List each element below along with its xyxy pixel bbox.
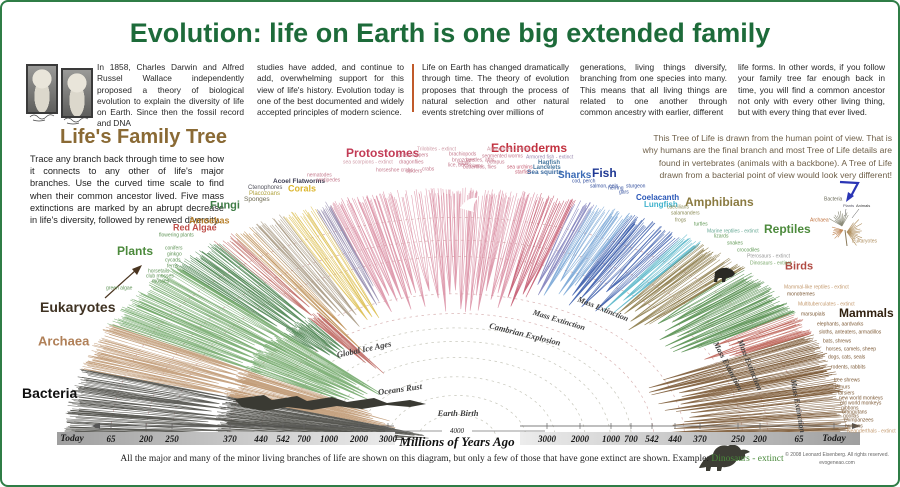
signatures bbox=[29, 114, 89, 125]
tick-200: 200 bbox=[139, 434, 153, 444]
band-fish bbox=[568, 214, 680, 312]
tick-542: 542 bbox=[276, 434, 290, 444]
family-tree-heading: Life's Family Tree bbox=[60, 126, 228, 148]
wallace-portrait bbox=[61, 68, 93, 118]
bacterial-view-inset bbox=[828, 180, 863, 247]
tick-700: 700 bbox=[297, 434, 311, 444]
tick-65: 65 bbox=[106, 434, 116, 444]
band-protostomes bbox=[330, 187, 539, 313]
bird-silhouette bbox=[460, 197, 478, 212]
tick-today: Today bbox=[60, 434, 84, 444]
band-coelacanth-and-lungfish bbox=[603, 234, 701, 313]
band-acoel-flatworms bbox=[316, 201, 380, 306]
footer-caption: All the major and many of the minor livi… bbox=[2, 454, 898, 464]
copyright-line-1: © 2008 Leonard Eisenberg. All rights res… bbox=[785, 452, 889, 458]
column-divider bbox=[412, 64, 414, 112]
band-sharks bbox=[543, 205, 632, 296]
band-amoebas bbox=[235, 227, 364, 352]
band-echinoderms bbox=[507, 193, 576, 307]
dinosaur-icon bbox=[699, 444, 750, 471]
band-corals bbox=[283, 206, 380, 321]
mammal-silhouette bbox=[714, 267, 735, 282]
tick-1000: 1000 bbox=[602, 434, 620, 444]
tick-today: Today bbox=[822, 434, 846, 444]
band-reptiles bbox=[657, 269, 796, 353]
tick-65: 65 bbox=[794, 434, 804, 444]
tick-1000: 1000 bbox=[320, 434, 338, 444]
tick-2000: 2000 bbox=[571, 434, 589, 444]
band-birds bbox=[704, 313, 812, 360]
tick-440: 440 bbox=[668, 434, 682, 444]
human-viewpoint-note: This Tree of Life is drawn from the huma… bbox=[642, 133, 892, 181]
dinosaurs-extinct-example: Dinosaurs - extinct bbox=[711, 454, 784, 464]
copyright-line-2: evogeneao.com bbox=[819, 459, 855, 466]
band-plants bbox=[107, 264, 381, 401]
intro-column-4: generations, living things diversify, br… bbox=[580, 62, 727, 117]
intro-column-1: In 1858, Charles Darwin and Alfred Russe… bbox=[97, 62, 244, 129]
tick-250: 250 bbox=[165, 434, 179, 444]
eukaryotes-arrow bbox=[104, 265, 142, 299]
timescale-bar-right bbox=[520, 432, 860, 445]
band-sponges bbox=[251, 214, 360, 327]
intro-column-2: studies have added, and continue to add,… bbox=[257, 62, 404, 117]
tick-700: 700 bbox=[624, 434, 638, 444]
band-red-algae bbox=[213, 233, 384, 374]
tick-3000: 3000 bbox=[538, 434, 556, 444]
tick-2000: 2000 bbox=[350, 434, 368, 444]
tick-250: 250 bbox=[731, 434, 745, 444]
timescale-lines bbox=[91, 423, 861, 432]
band-mammals bbox=[648, 334, 851, 438]
tick-542: 542 bbox=[645, 434, 659, 444]
poster-title: Evolution: life on Earth is one big exte… bbox=[129, 18, 771, 48]
tick-370: 370 bbox=[693, 434, 707, 444]
taxon-bands bbox=[64, 187, 851, 441]
tick-3000: 3000 bbox=[379, 434, 397, 444]
band-fungi bbox=[174, 243, 345, 360]
band-sea-squirts bbox=[537, 200, 595, 296]
bacteria-spike bbox=[234, 395, 426, 411]
tick-370: 370 bbox=[223, 434, 237, 444]
family-tree-description: Trace any branch back through time to se… bbox=[30, 154, 224, 226]
copyright: © 2008 Leonard Eisenberg. All rights res… bbox=[777, 452, 897, 467]
tick-440: 440 bbox=[254, 434, 268, 444]
tick-200: 200 bbox=[753, 434, 767, 444]
darwin-portrait bbox=[26, 64, 58, 114]
timescale-title: Millions of Years Ago bbox=[399, 434, 515, 449]
intro-column-5: life forms. In other words, if you follo… bbox=[738, 62, 885, 117]
footer-caption-text: All the major and many of the minor livi… bbox=[120, 454, 712, 464]
timescale-bar-left bbox=[57, 432, 395, 445]
intro-column-3: Life on Earth has changed dramatically t… bbox=[422, 62, 569, 117]
timescale-4000: 4000 bbox=[450, 427, 464, 435]
band-amphibians bbox=[617, 244, 746, 331]
